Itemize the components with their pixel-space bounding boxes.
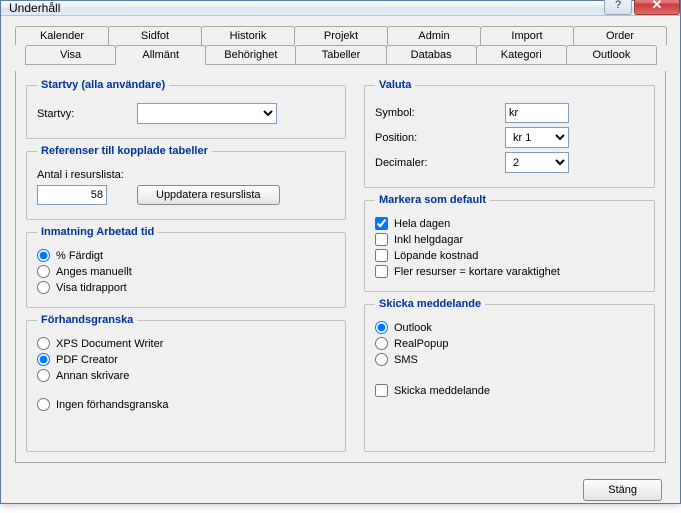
legend-inmatning: Inmatning Arbetad tid bbox=[37, 226, 158, 238]
radio-skicka-1[interactable] bbox=[375, 337, 388, 350]
right-column: Valuta Symbol: Position: kr 1 Decimaler: bbox=[364, 79, 655, 452]
window: Underhåll ? ✕ KalenderSidfotHistorikProj… bbox=[0, 0, 681, 504]
legend-markera: Markera som default bbox=[375, 194, 490, 206]
legend-skicka: Skicka meddelande bbox=[375, 298, 485, 310]
radio-label-forhand-0: XPS Document Writer bbox=[56, 338, 163, 350]
select-decimaler[interactable]: 2 bbox=[505, 152, 569, 173]
tab-outlook[interactable]: Outlook bbox=[566, 45, 657, 65]
radio-forhand-0[interactable] bbox=[37, 337, 50, 350]
tab-sidfot[interactable]: Sidfot bbox=[108, 26, 202, 45]
radio-label-inmatning-2: Visa tidrapport bbox=[56, 282, 127, 294]
close-icon[interactable]: ✕ bbox=[634, 0, 680, 15]
check-markera-3[interactable] bbox=[375, 265, 388, 278]
radio-inmatning-1[interactable] bbox=[37, 265, 50, 278]
radio-label-inmatning-1: Anges manuellt bbox=[56, 266, 132, 278]
group-forhand: Förhandsgranska XPS Document Writer PDF C… bbox=[26, 314, 346, 452]
label-skicka-check: Skicka meddelande bbox=[394, 385, 490, 397]
tab-databas[interactable]: Databas bbox=[386, 45, 477, 65]
group-referenser: Referenser till kopplade tabeller Antal … bbox=[26, 145, 346, 220]
radio-label-forhand-1: PDF Creator bbox=[56, 354, 118, 366]
radio-label-inmatning-0: % Färdigt bbox=[56, 250, 103, 262]
legend-valuta: Valuta bbox=[375, 79, 415, 91]
check-label-markera-2: Löpande kostnad bbox=[394, 250, 478, 262]
left-column: Startvy (alla användare) Startvy: Refere… bbox=[26, 79, 346, 452]
group-startvy: Startvy (alla användare) Startvy: bbox=[26, 79, 346, 139]
label-symbol: Symbol: bbox=[375, 107, 505, 119]
radio-forhand-2[interactable] bbox=[37, 369, 50, 382]
radio-inmatning-0[interactable] bbox=[37, 249, 50, 262]
titlebar: Underhåll ? ✕ bbox=[1, 1, 680, 16]
check-label-markera-1: Inkl helgdagar bbox=[394, 234, 463, 246]
group-valuta: Valuta Symbol: Position: kr 1 Decimaler: bbox=[364, 79, 655, 188]
check-markera-2[interactable] bbox=[375, 249, 388, 262]
tab-order[interactable]: Order bbox=[573, 26, 667, 45]
radio-forhand-3[interactable] bbox=[37, 398, 50, 411]
legend-referenser: Referenser till kopplade tabeller bbox=[37, 145, 212, 157]
tab-row-2: VisaAllmäntBehörighetTabellerDatabasKate… bbox=[25, 45, 656, 65]
help-icon[interactable]: ? bbox=[604, 0, 632, 15]
tab-tabeller[interactable]: Tabeller bbox=[295, 45, 386, 65]
footer: Stäng bbox=[583, 479, 662, 501]
tab-historik[interactable]: Historik bbox=[201, 26, 295, 45]
radio-label-forhand-3: Ingen förhandsgranska bbox=[56, 399, 169, 411]
check-skicka-meddelande[interactable] bbox=[375, 384, 388, 397]
label-startvy: Startvy: bbox=[37, 108, 137, 120]
tab-kategori[interactable]: Kategori bbox=[476, 45, 567, 65]
label-decimaler: Decimaler: bbox=[375, 157, 505, 169]
radio-skicka-2[interactable] bbox=[375, 353, 388, 366]
update-resurslista-button[interactable]: Uppdatera resurslista bbox=[137, 185, 280, 205]
input-symbol[interactable] bbox=[505, 103, 569, 123]
legend-startvy: Startvy (alla användare) bbox=[37, 79, 169, 91]
tab-admin[interactable]: Admin bbox=[387, 26, 481, 45]
tab-kalender[interactable]: Kalender bbox=[15, 26, 109, 45]
radio-inmatning-2[interactable] bbox=[37, 281, 50, 294]
tab-allmänt[interactable]: Allmänt bbox=[115, 45, 206, 65]
label-count: Antal i resurslista: bbox=[37, 169, 124, 181]
radio-label-forhand-2: Annan skrivare bbox=[56, 370, 129, 382]
tab-container: KalenderSidfotHistorikProjektAdminImport… bbox=[15, 26, 666, 65]
tab-import[interactable]: Import bbox=[480, 26, 574, 45]
window-title: Underhåll bbox=[9, 1, 602, 15]
group-markera: Markera som default Hela dagen Inkl helgd… bbox=[364, 194, 655, 292]
tab-visa[interactable]: Visa bbox=[25, 45, 116, 65]
radio-label-skicka-1: RealPopup bbox=[394, 338, 448, 350]
check-markera-1[interactable] bbox=[375, 233, 388, 246]
titlebar-buttons: ? ✕ bbox=[602, 0, 680, 15]
tab-row-1: KalenderSidfotHistorikProjektAdminImport… bbox=[15, 26, 666, 45]
group-skicka: Skicka meddelande Outlook RealPopup SMS Sk… bbox=[364, 298, 655, 452]
check-label-markera-3: Fler resurser = kortare varaktighet bbox=[394, 266, 560, 278]
close-button[interactable]: Stäng bbox=[583, 479, 662, 501]
radio-label-skicka-0: Outlook bbox=[394, 322, 432, 334]
radio-skicka-0[interactable] bbox=[375, 321, 388, 334]
radio-label-skicka-2: SMS bbox=[394, 354, 418, 366]
radio-forhand-1[interactable] bbox=[37, 353, 50, 366]
content-area: KalenderSidfotHistorikProjektAdminImport… bbox=[1, 16, 680, 513]
legend-forhand: Förhandsgranska bbox=[37, 314, 137, 326]
input-count[interactable] bbox=[37, 185, 107, 205]
tab-projekt[interactable]: Projekt bbox=[294, 26, 388, 45]
group-inmatning: Inmatning Arbetad tid % Färdigt Anges man… bbox=[26, 226, 346, 308]
select-startvy[interactable] bbox=[137, 103, 277, 124]
check-markera-0[interactable] bbox=[375, 217, 388, 230]
tab-behörighet[interactable]: Behörighet bbox=[205, 45, 296, 65]
label-position: Position: bbox=[375, 132, 505, 144]
select-position[interactable]: kr 1 bbox=[505, 127, 569, 148]
check-label-markera-0: Hela dagen bbox=[394, 218, 450, 230]
tab-panel: Startvy (alla användare) Startvy: Refere… bbox=[15, 71, 666, 463]
